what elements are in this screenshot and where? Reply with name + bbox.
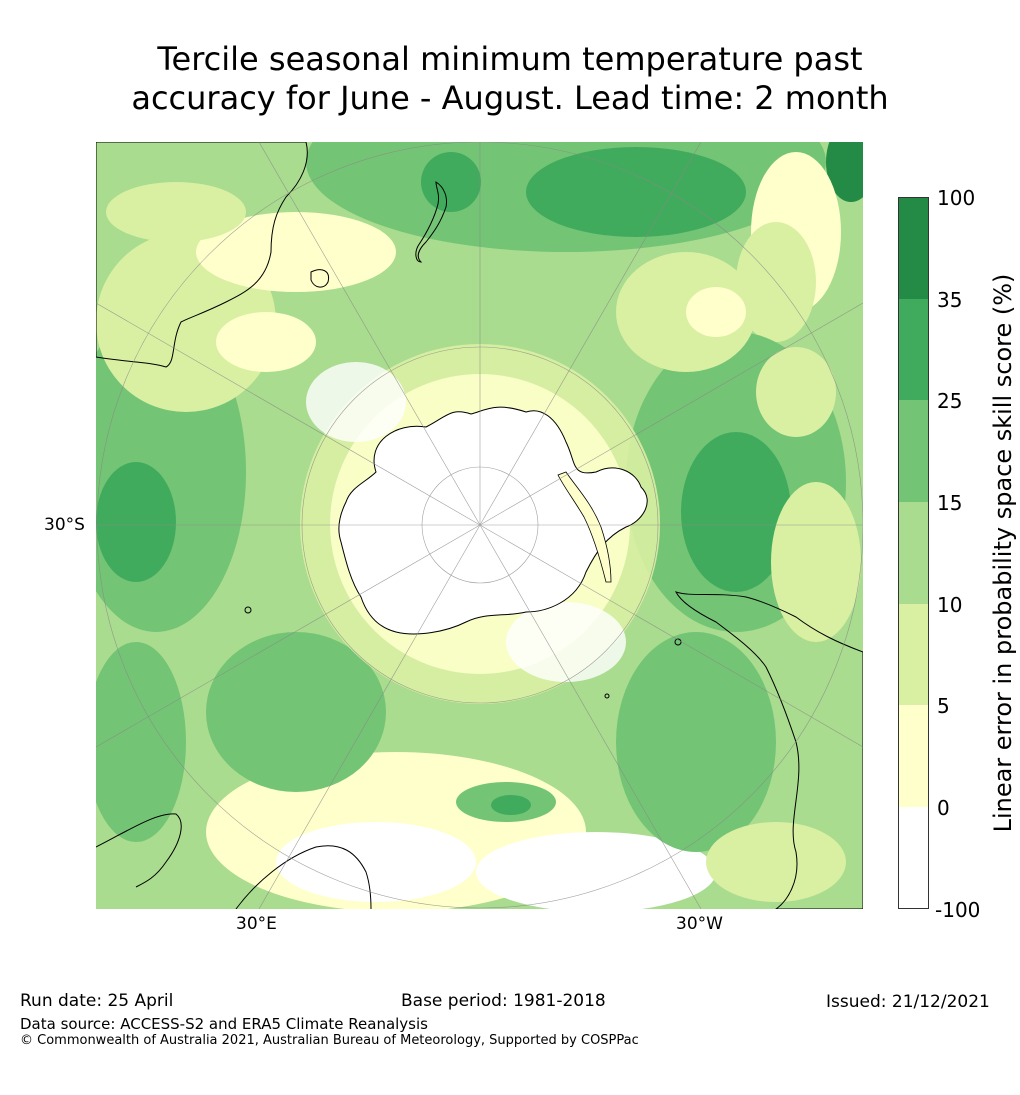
island-falklands bbox=[674, 638, 682, 646]
colorbar-bin-neg100-0 bbox=[898, 807, 929, 909]
colorbar-bin-35-100 bbox=[898, 197, 929, 299]
graticule bbox=[96, 142, 863, 909]
colorbar-title: Linear error in probability space skill … bbox=[989, 273, 1017, 833]
colorbar-frame bbox=[898, 197, 929, 909]
colorbar-bin-10-15 bbox=[898, 502, 929, 604]
title-line-2: accuracy for June - August. Lead time: 2… bbox=[131, 79, 889, 117]
lat-label-30s: 30°S bbox=[44, 515, 85, 535]
run-date: Run date: 25 April bbox=[20, 991, 174, 1011]
colorbar-bin-0-5 bbox=[898, 705, 929, 807]
colorbar-tick-35: 35 bbox=[937, 288, 963, 312]
polar-skill-map bbox=[96, 142, 863, 909]
title-line-1: Tercile seasonal minimum temperature pas… bbox=[157, 40, 863, 78]
colorbar-tick-25: 25 bbox=[937, 389, 963, 413]
island-south-georgia bbox=[604, 693, 610, 699]
data-source: Data source: ACCESS-S2 and ERA5 Climate … bbox=[20, 1015, 428, 1033]
colorbar-tick-15: 15 bbox=[937, 491, 963, 515]
lon-label-30e: 30°E bbox=[236, 914, 277, 934]
colorbar-tick-10: 10 bbox=[937, 593, 963, 617]
colorbar-bin-25-35 bbox=[898, 299, 929, 400]
australia-landmass bbox=[96, 142, 308, 368]
colorbar-tick-100: 100 bbox=[937, 186, 976, 210]
issued-date: Issued: 21/12/2021 bbox=[826, 992, 990, 1012]
colorbar-tick-5: 5 bbox=[937, 694, 950, 718]
colorbar-tick-0: 0 bbox=[937, 796, 950, 820]
south-america bbox=[675, 591, 863, 909]
antarctic-peninsula bbox=[557, 471, 612, 583]
lon-label-30w: 30°W bbox=[676, 914, 723, 934]
tasmania bbox=[310, 269, 330, 288]
copyright: © Commonwealth of Australia 2021, Austra… bbox=[20, 1033, 639, 1048]
chart-title: Tercile seasonal minimum temperature pas… bbox=[0, 40, 1020, 118]
base-period: Base period: 1981-2018 bbox=[401, 991, 606, 1011]
colorbar-tick-neg100: -100 bbox=[935, 898, 981, 922]
new-zealand bbox=[415, 181, 447, 263]
island-kerguelen bbox=[244, 606, 252, 614]
colorbar bbox=[898, 197, 929, 909]
colorbar-bin-15-25 bbox=[898, 400, 929, 502]
colorbar-bin-5-10 bbox=[898, 604, 929, 705]
africa bbox=[96, 813, 372, 909]
